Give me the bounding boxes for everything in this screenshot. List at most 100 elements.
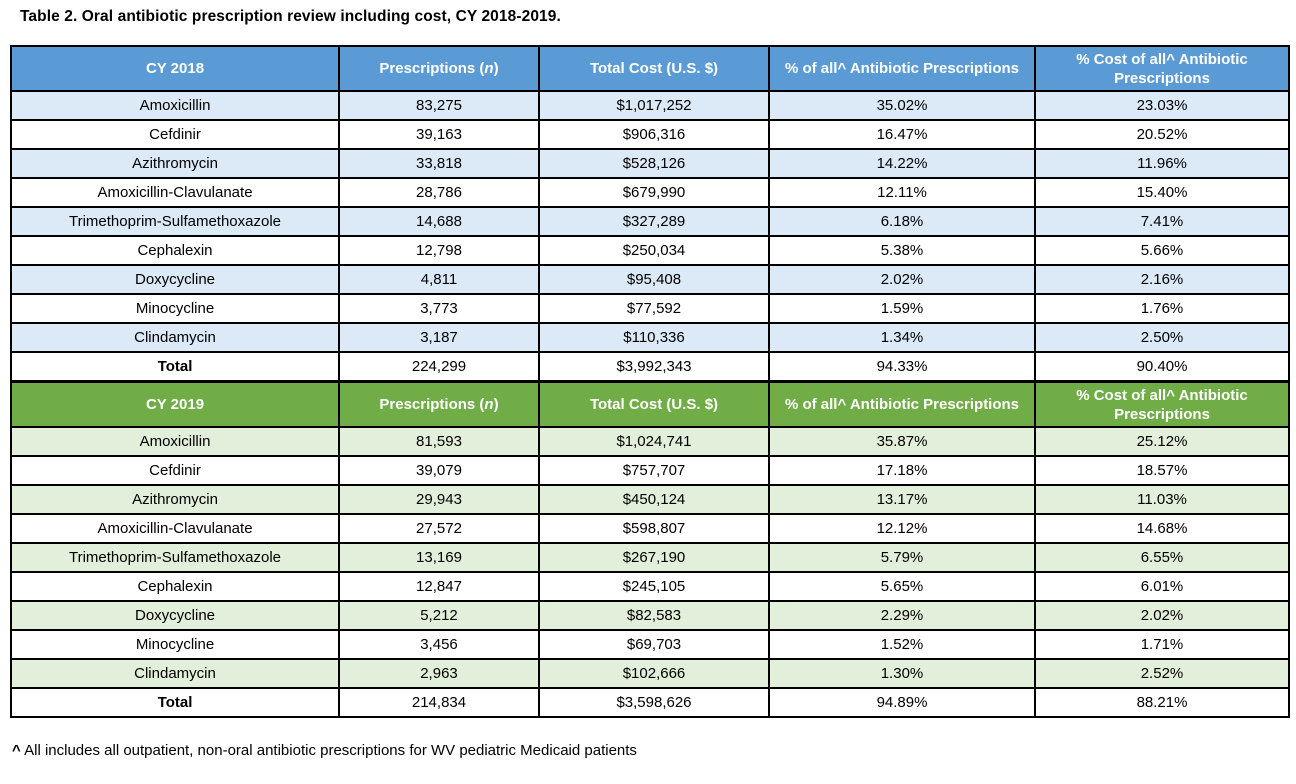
drug-row: Trimethoprim-Sulfamethoxazole 13,169 $267,… xyxy=(10,542,1290,573)
total-cost-cell: $82,583 xyxy=(538,600,770,631)
prescriptions-count-cell: 13,169 xyxy=(338,542,540,573)
drug-name-cell: Amoxicillin-Clavulanate xyxy=(10,177,340,208)
total-prescriptions-count-cell: 214,834 xyxy=(338,687,540,718)
total-cost-cell: $757,707 xyxy=(538,455,770,486)
drug-row: Cephalexin 12,847 $245,105 5.65% 6.01% xyxy=(10,571,1290,602)
drug-row: Trimethoprim-Sulfamethoxazole 14,688 $327,… xyxy=(10,206,1290,237)
prescriptions-header-text: Prescriptions ( xyxy=(379,396,485,413)
pct-cost-cell: 1.76% xyxy=(1034,293,1290,324)
drug-name-cell: Minocycline xyxy=(10,629,340,660)
total-pct-all-cell: 94.33% xyxy=(768,351,1036,383)
pct-all-cell: 1.59% xyxy=(768,293,1036,324)
pct-cost-header-cell: % Cost of all^ Antibiotic Prescriptions xyxy=(1034,380,1290,428)
drug-name-cell: Cefdinir xyxy=(10,119,340,150)
prescriptions-count-cell: 27,572 xyxy=(338,513,540,544)
pct-all-cell: 6.18% xyxy=(768,206,1036,237)
prescriptions-count-cell: 33,818 xyxy=(338,148,540,179)
drug-name-cell: Cephalexin xyxy=(10,235,340,266)
drug-row: Minocycline 3,456 $69,703 1.52% 1.71% xyxy=(10,629,1290,660)
pct-cost-cell: 23.03% xyxy=(1034,90,1290,121)
prescriptions-count-cell: 2,963 xyxy=(338,658,540,689)
total-cost-header-cell: Total Cost (U.S. $) xyxy=(538,380,770,428)
pct-cost-cell: 2.50% xyxy=(1034,322,1290,353)
pct-all-cell: 35.02% xyxy=(768,90,1036,121)
total-cost-cell: $528,126 xyxy=(538,148,770,179)
drug-name-cell: Trimethoprim-Sulfamethoxazole xyxy=(10,542,340,573)
drug-name-cell: Amoxicillin xyxy=(10,90,340,121)
prescriptions-header-paren: ) xyxy=(493,396,499,413)
pct-cost-cell: 11.96% xyxy=(1034,148,1290,179)
drug-name-cell: Doxycycline xyxy=(10,264,340,295)
footnote-text: All includes all outpatient, non-oral an… xyxy=(20,742,637,759)
pct-cost-cell: 5.66% xyxy=(1034,235,1290,266)
prescriptions-count-cell: 39,163 xyxy=(338,119,540,150)
prescriptions-count-cell: 5,212 xyxy=(338,600,540,631)
drug-name-cell: Amoxicillin xyxy=(10,426,340,457)
total-cost-cell: $69,703 xyxy=(538,629,770,660)
pct-cost-cell: 6.01% xyxy=(1034,571,1290,602)
prescriptions-count-cell: 28,786 xyxy=(338,177,540,208)
pct-all-cell: 17.18% xyxy=(768,455,1036,486)
prescriptions-count-cell: 81,593 xyxy=(338,426,540,457)
drug-name-cell: Trimethoprim-Sulfamethoxazole xyxy=(10,206,340,237)
total-total-cost-cell: $3,598,626 xyxy=(538,687,770,718)
pct-all-cell: 16.47% xyxy=(768,119,1036,150)
drug-row: Amoxicillin-Clavulanate 28,786 $679,990 12.… xyxy=(10,177,1290,208)
pct-cost-cell: 1.71% xyxy=(1034,629,1290,660)
drug-name-cell: Minocycline xyxy=(10,293,340,324)
drug-name-cell: Doxycycline xyxy=(10,600,340,631)
total-cost-cell: $1,017,252 xyxy=(538,90,770,121)
pct-cost-cell: 15.40% xyxy=(1034,177,1290,208)
total-cost-cell: $102,666 xyxy=(538,658,770,689)
pct-cost-cell: 2.02% xyxy=(1034,600,1290,631)
pct-all-cell: 13.17% xyxy=(768,484,1036,515)
total-cost-header-cell: Total Cost (U.S. $) xyxy=(538,45,770,92)
pct-all-cell: 14.22% xyxy=(768,148,1036,179)
drug-row: Doxycycline 4,811 $95,408 2.02% 2.16% xyxy=(10,264,1290,295)
drug-row: Doxycycline 5,212 $82,583 2.29% 2.02% xyxy=(10,600,1290,631)
total-drug-name-cell: Total xyxy=(10,351,340,383)
drug-name-cell: Amoxicillin-Clavulanate xyxy=(10,513,340,544)
prescriptions-count-cell: 12,847 xyxy=(338,571,540,602)
drug-row: Clindamycin 2,963 $102,666 1.30% 2.52% xyxy=(10,658,1290,689)
pct-all-cell: 2.02% xyxy=(768,264,1036,295)
prescriptions-header-n: n xyxy=(484,60,494,77)
total-cost-cell: $95,408 xyxy=(538,264,770,295)
year-header-cell: CY 2019 xyxy=(10,380,340,428)
total-cost-cell: $250,034 xyxy=(538,235,770,266)
total-cost-cell: $1,024,741 xyxy=(538,426,770,457)
pct-cost-cell: 2.16% xyxy=(1034,264,1290,295)
total-cost-cell: $110,336 xyxy=(538,322,770,353)
total-total-cost-cell: $3,992,343 xyxy=(538,351,770,383)
total-cost-cell: $450,124 xyxy=(538,484,770,515)
drug-name-cell: Cephalexin xyxy=(10,571,340,602)
pct-all-cell: 12.12% xyxy=(768,513,1036,544)
pct-all-cell: 1.30% xyxy=(768,658,1036,689)
total-row: Total 224,299 $3,992,343 94.33% 90.40% xyxy=(10,351,1290,383)
pct-all-cell: 1.34% xyxy=(768,322,1036,353)
prescriptions-count-cell: 39,079 xyxy=(338,455,540,486)
pct-all-cell: 35.87% xyxy=(768,426,1036,457)
total-cost-cell: $906,316 xyxy=(538,119,770,150)
pct-cost-cell: 14.68% xyxy=(1034,513,1290,544)
total-cost-cell: $267,190 xyxy=(538,542,770,573)
prescriptions-count-cell: 3,456 xyxy=(338,629,540,660)
drug-row: Amoxicillin 81,593 $1,024,741 35.87% 25.12% xyxy=(10,426,1290,457)
pct-cost-cell: 6.55% xyxy=(1034,542,1290,573)
drug-name-cell: Cefdinir xyxy=(10,455,340,486)
pct-cost-header-cell: % Cost of all^ Antibiotic Prescriptions xyxy=(1034,45,1290,92)
drug-row: Azithromycin 29,943 $450,124 13.17% 11.03% xyxy=(10,484,1290,515)
pct-cost-cell: 2.52% xyxy=(1034,658,1290,689)
section-header-row-cy-2018: CY 2018 Prescriptions (n) Total Cost (U.S.… xyxy=(10,45,1290,92)
footnote: ^ All includes all outpatient, non-oral … xyxy=(12,742,637,759)
drug-name-cell: Azithromycin xyxy=(10,484,340,515)
total-cost-cell: $77,592 xyxy=(538,293,770,324)
drug-row: Cefdinir 39,163 $906,316 16.47% 20.52% xyxy=(10,119,1290,150)
drug-row: Minocycline 3,773 $77,592 1.59% 1.76% xyxy=(10,293,1290,324)
table-body: CY 2018 Prescriptions (n) Total Cost (U.S.… xyxy=(10,45,1290,718)
total-row: Total 214,834 $3,598,626 94.89% 88.21% xyxy=(10,687,1290,718)
total-prescriptions-count-cell: 224,299 xyxy=(338,351,540,383)
prescriptions-header-text: Prescriptions ( xyxy=(379,60,485,77)
prescriptions-count-cell: 4,811 xyxy=(338,264,540,295)
